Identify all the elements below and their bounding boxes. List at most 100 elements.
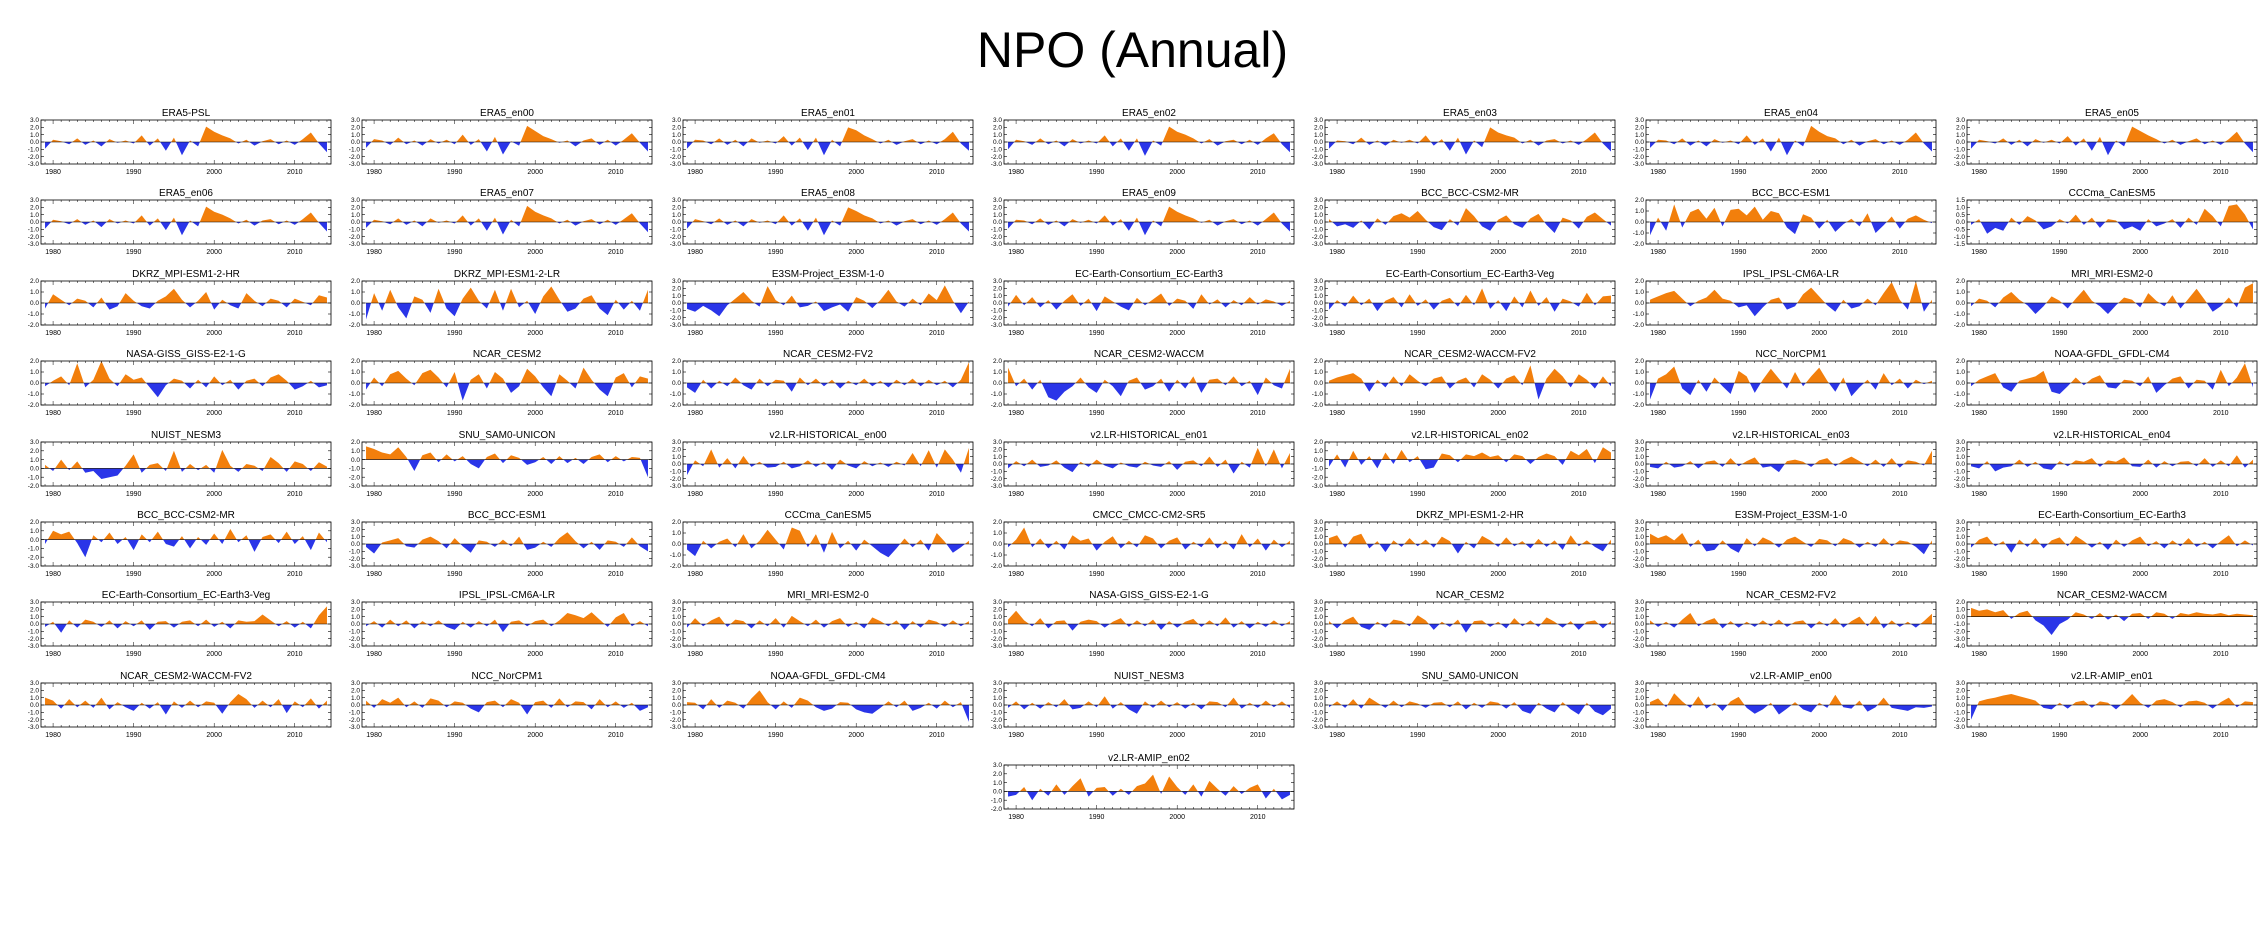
x-tick-label: 2010: [1892, 410, 1908, 417]
y-tick-label: 1.0: [30, 369, 39, 376]
panel-title: NCAR_CESM2: [1436, 590, 1505, 601]
y-tick-label: -3.0: [28, 644, 40, 651]
y-tick-label: 3.0: [1956, 439, 1965, 446]
panel-6: ERA5_en05 3.02.01.00.0-1.0-2.0-3.0 1980 199…: [1954, 108, 2258, 176]
y-tick-label: 1.0: [1956, 695, 1965, 702]
x-tick-label: 1980: [1650, 491, 1666, 498]
y-tick-label: -2.0: [991, 315, 1003, 322]
y-tick-label: 0.0: [30, 220, 39, 227]
positive-area: [366, 445, 648, 460]
y-tick-label: -3.0: [28, 563, 40, 570]
y-tick-label: -2.0: [1633, 717, 1645, 724]
x-tick-label: 1990: [1410, 732, 1426, 739]
y-tick-label: -2.0: [1312, 154, 1324, 161]
y-tick-label: 1.0: [1314, 695, 1323, 702]
y-tick-label: 1.0: [672, 614, 681, 621]
panel-49: NCAR_CESM2-WACCM-FV2 3.02.01.00.0-1.0-2.0…: [28, 671, 332, 739]
panel-42: EC-Earth-Consortium_EC-Earth3-Veg3.02.01…: [28, 590, 332, 658]
y-tick-label: -2.0: [28, 636, 40, 643]
y-tick-label: 2.0: [672, 519, 681, 526]
positive-area: [1329, 533, 1611, 544]
panel-21: NASA-GISS_GISS-E2-1-G 2.0 1.0 0.0 -1.0 -2.0 19…: [28, 349, 332, 417]
x-tick-label: 2000: [2132, 249, 2148, 256]
y-tick-label: 1.0: [1314, 212, 1323, 219]
panel-title: NASA-GISS_GISS-E2-1-G: [1089, 590, 1209, 601]
panel-15: DKRZ_MPI-ESM1-2-LR 2.0 1.0 0.0 -1.0 -2.0 1980 1…: [349, 269, 653, 337]
y-tick-label: 1.0: [672, 293, 681, 300]
y-tick-label: -1.0: [670, 709, 682, 716]
panel-title: v2.LR-HISTORICAL_en01: [1090, 430, 1208, 441]
y-tick-label: 0.0: [672, 380, 681, 387]
x-tick-label: 2010: [1571, 491, 1587, 498]
x-tick-label: 2010: [1250, 491, 1266, 498]
x-tick-label: 1990: [447, 330, 463, 337]
y-tick-label: -2.0: [28, 717, 40, 724]
positive-area: [366, 612, 648, 625]
negative-area: [687, 222, 969, 236]
x-tick-label: 2010: [1250, 814, 1266, 821]
negative-area: [45, 383, 327, 398]
y-tick-label: 0.0: [993, 139, 1002, 146]
negative-area: [1650, 704, 1932, 715]
negative-area: [687, 142, 969, 156]
y-tick-label: 1.0: [1314, 293, 1323, 300]
negative-area: [1329, 222, 1611, 234]
panel-10: ERA5_en09 3.02.01.00.0-1.0-2.0-3.0 1980 199…: [991, 188, 1295, 256]
x-tick-label: 1980: [1650, 169, 1666, 176]
plot-frame: [361, 441, 653, 486]
panel-41: EC-Earth-Consortium_EC-Earth3 3.02.01.00.…: [1954, 510, 2258, 578]
x-tick-label: 1980: [366, 651, 382, 658]
y-tick-label: -2.0: [1954, 629, 1966, 636]
negative-area: [1329, 704, 1611, 716]
y-tick-label: 3.0: [1635, 680, 1644, 687]
y-tick-label: 1.0: [351, 369, 360, 376]
x-tick-label: 1980: [1008, 814, 1024, 821]
panel-title: ERA5_en04: [1764, 108, 1818, 119]
y-tick-label: -2.0: [1633, 322, 1645, 329]
panel-56: v2.LR-AMIP_en02 3.0 2.0 1.0 0.0 -1.0-2.0 1980 1…: [991, 753, 1295, 821]
y-tick-label: 3.0: [672, 278, 681, 285]
x-tick-label: 1990: [447, 571, 463, 578]
y-tick-label: 1.0: [672, 132, 681, 139]
negative-area: [1008, 142, 1290, 156]
y-tick-label: 3.0: [351, 600, 360, 607]
x-tick-label: 1980: [1971, 249, 1987, 256]
y-tick-label: 1.0: [1635, 369, 1644, 376]
x-tick-label: 1990: [1089, 814, 1105, 821]
y-tick-label: 0.0: [672, 220, 681, 227]
x-tick-label: 1990: [768, 330, 784, 337]
panel-title: MRI_MRI-ESM2-0: [787, 590, 869, 601]
negative-area: [1329, 302, 1611, 312]
y-tick-label: -3.0: [991, 161, 1003, 168]
y-tick-label: 1.0: [1635, 289, 1644, 296]
y-tick-label: -3.0: [670, 322, 682, 329]
positive-area: [1329, 446, 1611, 460]
panel-27: NOAA-GFDL_GFDL-CM4 2.0 1.0 0.0 -1.0 -2.0 1980 1…: [1954, 349, 2258, 417]
x-tick-label: 1980: [1329, 330, 1345, 337]
panel-25: NCAR_CESM2-WACCM-FV2 2.0 1.0 0.0 -1.0 -2.0 198…: [1312, 349, 1616, 417]
y-tick-label: -3.0: [1954, 724, 1966, 731]
panel-7: ERA5_en06 3.02.01.00.0-1.0-2.0-3.0 1980 199…: [28, 188, 332, 256]
x-tick-label: 1990: [768, 491, 784, 498]
y-tick-label: 1.0: [351, 448, 360, 455]
y-tick-label: 2.0: [1635, 198, 1644, 205]
x-tick-label: 2000: [1811, 491, 1827, 498]
y-tick-label: -1.0: [28, 474, 40, 481]
y-tick-label: -1.0: [1954, 234, 1966, 241]
panel-title: SNU_SAM0-UNICON: [1422, 671, 1519, 682]
negative-area: [366, 624, 648, 633]
positive-area: [45, 606, 327, 625]
panel-11: BCC_BCC-CSM2-MR 3.02.01.00.0-1.0-2.0-3.0 1…: [1312, 188, 1616, 256]
y-tick-label: -1.0: [28, 546, 40, 553]
y-tick-label: -2.0: [670, 475, 682, 482]
y-tick-label: 0.0: [30, 702, 39, 709]
y-tick-label: -2.0: [1312, 556, 1324, 563]
y-tick-label: 3.0: [1635, 519, 1644, 526]
x-tick-label: 2010: [608, 169, 624, 176]
x-tick-label: 1990: [1089, 491, 1105, 498]
y-tick-label: -2.0: [1633, 475, 1645, 482]
panel-37: CCCma_CanESM5 2.0 1.0 0.0 -1.0 -2.0 1980 1990 20…: [670, 510, 974, 578]
x-tick-label: 1990: [1410, 410, 1426, 417]
y-tick-label: 1.0: [993, 369, 1002, 376]
y-tick-label: -1.0: [1633, 629, 1645, 636]
